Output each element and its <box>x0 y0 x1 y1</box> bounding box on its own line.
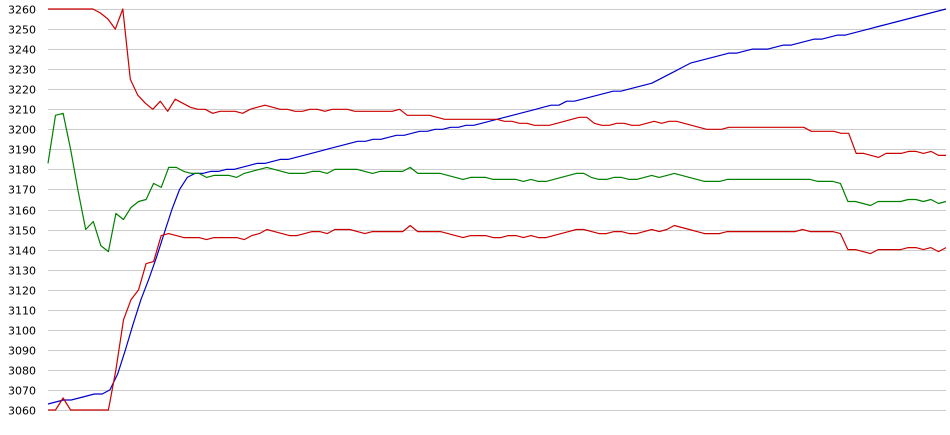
y-tick-label: 3060 <box>8 405 36 418</box>
y-tick-label: 3130 <box>8 265 36 278</box>
plot-area <box>48 9 946 410</box>
y-tick-label: 3230 <box>8 64 36 77</box>
y-tick-label: 3240 <box>8 44 36 57</box>
y-tick-label: 3250 <box>8 24 36 37</box>
y-tick-label: 3090 <box>8 345 36 358</box>
y-tick-label: 3070 <box>8 385 36 398</box>
y-tick-label: 3100 <box>8 325 36 338</box>
y-tick-label: 3110 <box>8 305 36 318</box>
y-tick-label: 3210 <box>8 104 36 117</box>
y-tick-label: 3220 <box>8 84 36 97</box>
y-tick-label: 3190 <box>8 144 36 157</box>
y-tick-label: 3150 <box>8 225 36 238</box>
series-line-2 <box>48 8 946 158</box>
y-tick-label: 3080 <box>8 365 36 378</box>
y-tick-label: 3140 <box>8 245 36 258</box>
y-tick-label: 3200 <box>8 124 36 137</box>
series-line-4 <box>48 224 947 411</box>
y-tick-label: 3160 <box>8 205 36 218</box>
y-tick-label: 3260 <box>8 4 36 17</box>
y-tick-label: 3170 <box>8 184 36 197</box>
series-line-3 <box>47 112 947 253</box>
y-tick-label: 3120 <box>8 285 36 298</box>
y-tick-label: 3180 <box>8 164 36 177</box>
